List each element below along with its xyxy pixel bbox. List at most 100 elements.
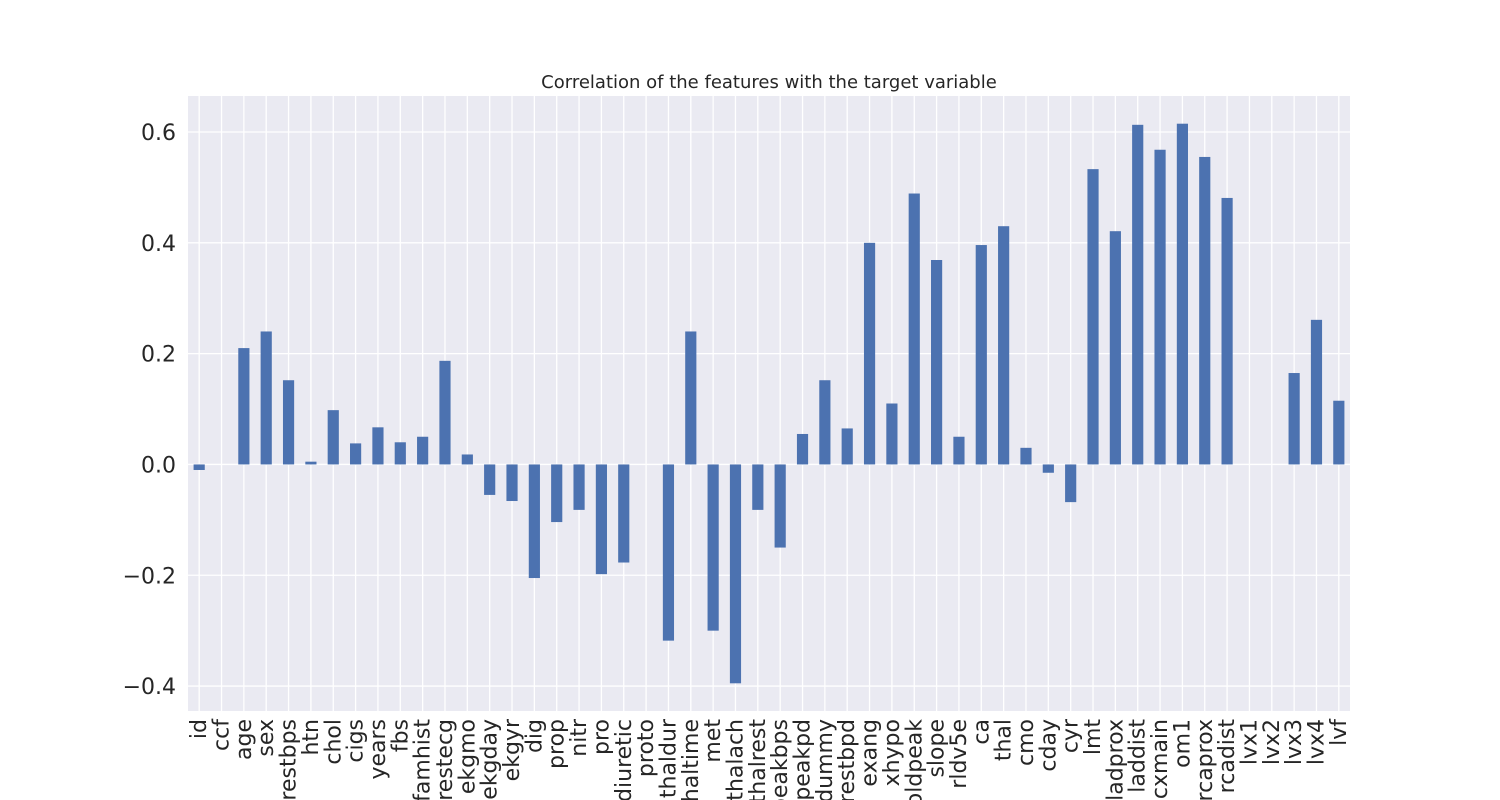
bar-om1 [1176,123,1188,465]
bar-cxmain [1154,149,1166,465]
bar-thaldur [662,464,675,641]
bar-trestbps [282,380,295,465]
bar-lvx4 [1310,319,1323,465]
bar-thalach [729,464,742,684]
x-tick-label-fbs: fbs [388,719,413,752]
x-tick-label-ekgmo: ekgmo [455,719,480,794]
x-tick-label-ekgday: ekgday [478,719,503,800]
bar-oldpeak [908,193,920,465]
x-tick-label-lvx2: lvx2 [1260,719,1285,765]
x-tick-label-nitr: nitr [567,718,592,757]
bar-dig [528,464,540,579]
bar-cyr [1065,464,1077,503]
bar-years [372,427,384,465]
x-tick-label-tpeakbps: tpeakbps [768,719,793,800]
x-tick-label-chol: chol [321,719,346,765]
bar-ekgday [484,464,496,495]
x-tick-label-dummy: dummy [813,719,838,800]
x-tick-label-ccf: ccf [210,718,235,751]
bar-lmt [1087,169,1099,465]
x-tick-label-dig: dig [522,719,547,753]
bar-restecg [439,360,451,465]
x-tick-label-lvx3: lvx3 [1282,719,1307,765]
x-tick-label-met: met [701,719,726,763]
bar-fbs [394,442,406,465]
bar-thal [998,226,1010,465]
bar-rldv5e [953,436,965,465]
bar-tpeakpd [796,433,809,465]
x-tick-label-exang: exang [858,719,883,787]
plot-background [188,96,1350,711]
bar-ladprox [1109,231,1121,465]
bar-met [707,464,719,631]
bar-laddist [1132,124,1144,465]
x-tick-label-rldv5e: rldv5e [947,719,972,789]
x-tick-label-lvf: lvf [1327,718,1352,746]
bar-dummy [819,380,831,465]
bar-prop [551,464,563,523]
bar-htn [305,461,317,465]
x-tick-label-years: years [366,719,391,780]
bar-pro [595,464,607,575]
bar-chol [327,410,339,465]
y-tick-label: −0.4 [123,675,176,700]
bar-age [238,348,250,465]
bar-tpeakbps [774,464,786,548]
x-tick-label-trestbpd: trestbpd [835,719,860,800]
bar-ekgyr [506,464,518,502]
x-tick-label-rcadist: rcadist [1215,719,1240,794]
x-tick-label-lvx1: lvx1 [1237,719,1262,765]
bar-rcaprox [1199,156,1211,465]
x-tick-label-prop: prop [545,719,570,769]
bar-cigs [350,443,362,465]
bar-xhypo [886,403,898,465]
x-tick-label-om1: om1 [1170,719,1195,768]
x-tick-label-cxmain: cxmain [1148,719,1173,799]
bar-exang [863,242,876,465]
bar-famhist [417,436,429,465]
x-tick-label-cday: cday [1036,719,1061,772]
bar-nitr [573,464,585,510]
x-tick-label-laddist: laddist [1126,719,1151,793]
bar-slope [931,260,943,465]
x-tick-label-id: id [187,719,212,739]
x-tick-label-cyr: cyr [1059,718,1084,753]
x-tick-label-age: age [232,719,257,760]
bar-lvx3 [1288,373,1300,465]
x-tick-label-lvx4: lvx4 [1304,719,1329,765]
bar-ekgmo [461,454,473,465]
x-tick-label-proto: proto [634,719,659,777]
bar-thaltime [685,331,697,465]
x-tick-label-oldpeak: oldpeak [902,719,927,800]
x-tick-label-sex: sex [254,719,279,757]
bar-cmo [1020,447,1032,465]
y-tick-label: 0.2 [141,343,176,368]
x-tick-label-htn: htn [299,719,324,756]
bar-rcadist [1221,197,1233,465]
bar-thalrest [752,464,764,510]
x-tick-label-cmo: cmo [1014,719,1039,766]
x-tick-label-xhypo: xhypo [880,719,905,786]
bars [193,123,1345,684]
x-tick-label-pro: pro [589,719,614,755]
x-tick-label-cigs: cigs [344,719,369,763]
y-gridlines [188,131,1350,687]
bar-ca [975,245,987,465]
bar-diuretic [618,464,630,563]
y-tick-label: 0.6 [141,121,176,146]
x-tick-label-ladprox: ladprox [1103,719,1128,800]
x-tick-label-diuretic: diuretic [612,719,637,800]
x-tick-labels: idccfagesextrestbpshtncholcigsyearsfbsfa… [187,718,1352,800]
x-tick-label-thaltime: thaltime [679,719,704,800]
bar-lvf [1333,400,1345,465]
bar-id [193,464,205,470]
x-tick-label-lmt: lmt [1081,719,1106,756]
chart-title: Correlation of the features with the tar… [541,72,997,93]
x-tick-label-ca: ca [969,719,994,745]
x-tick-label-famhist: famhist [411,719,436,800]
x-tick-label-thalach: thalach [723,719,748,800]
bar-trestbpd [841,428,853,465]
x-tick-label-trestbps: trestbps [277,719,302,800]
y-tick-labels: −0.4 −0.2 0.0 0.2 0.4 0.6 [123,121,176,700]
